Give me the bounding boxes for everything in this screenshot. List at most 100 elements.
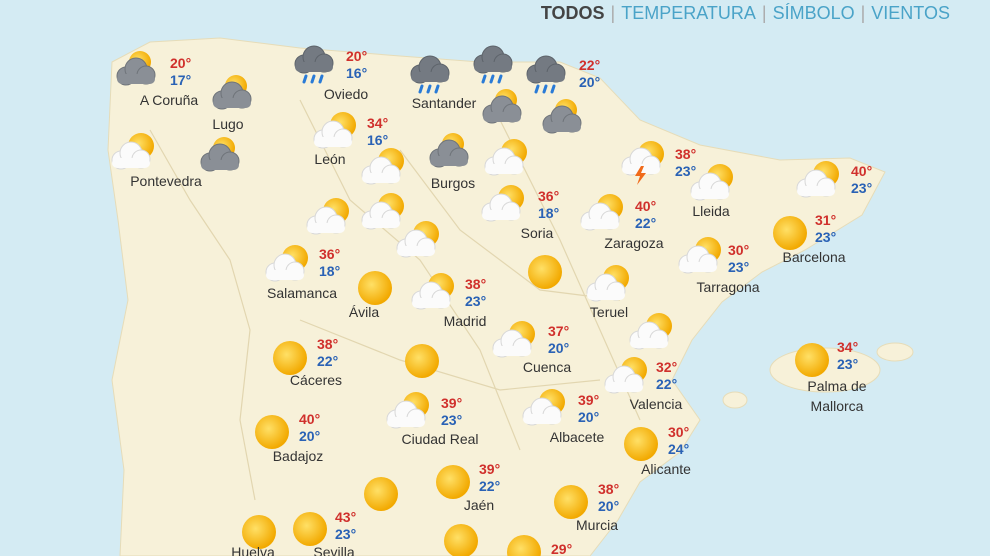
icon-part	[397, 246, 435, 256]
city-name: Valencia	[629, 396, 683, 412]
city-name: Burgos	[430, 175, 476, 191]
icon-part	[493, 346, 531, 356]
icon-part	[307, 223, 345, 233]
icon-part	[302, 74, 308, 84]
icon-part	[201, 160, 239, 170]
max-temperature: 20°	[346, 48, 368, 64]
tab-separator: |	[860, 3, 866, 23]
tab[interactable]: TODOS	[540, 3, 605, 23]
weather-icon	[795, 343, 829, 377]
icon-part	[273, 341, 307, 375]
city-name: Badajoz	[272, 448, 324, 464]
icon-part	[295, 62, 333, 72]
icon-part	[528, 255, 562, 289]
icon-part	[444, 524, 478, 556]
min-temperature: 18°	[319, 263, 341, 279]
icon-part	[534, 84, 540, 94]
max-temperature: 30°	[728, 242, 750, 258]
weather-icon	[580, 194, 623, 231]
min-temperature: 23°	[815, 229, 837, 245]
icon-part	[434, 84, 440, 94]
icon-part	[213, 98, 251, 108]
max-temperature: 38°	[317, 336, 339, 352]
weather-icon	[586, 265, 629, 302]
min-temperature: 23°	[728, 259, 750, 275]
min-temperature: 16°	[367, 132, 389, 148]
icon-part	[362, 173, 400, 183]
city-name: Ávila	[348, 304, 380, 320]
min-temperature: 20°	[548, 340, 570, 356]
weather-icon	[528, 255, 562, 289]
icon-part	[362, 218, 400, 228]
min-temperature: 22°	[479, 478, 501, 494]
icon-part	[523, 414, 561, 424]
icon-part	[483, 112, 521, 122]
weather-icons	[111, 45, 839, 556]
max-temperature: 38°	[465, 276, 487, 292]
weather-icon	[116, 51, 156, 86]
weather-icon	[313, 112, 356, 149]
icon-part	[411, 72, 449, 82]
min-temperature: 23°	[851, 180, 873, 196]
weather-icon	[364, 477, 398, 511]
city-name: Teruel	[589, 304, 629, 320]
city-name: Palma de Mallorca	[807, 378, 867, 414]
tab[interactable]: VIENTOS	[871, 3, 950, 23]
max-temperature: 39°	[578, 392, 600, 408]
max-temperature: 36°	[538, 188, 560, 204]
weather-icon	[507, 535, 541, 556]
icon-part	[581, 219, 619, 229]
city-name: Soria	[520, 225, 554, 241]
weather-icon	[294, 45, 334, 84]
max-temperature: 38°	[598, 481, 620, 497]
icon-part	[405, 344, 439, 378]
weather-icon	[492, 321, 535, 358]
min-temperature: 23°	[465, 293, 487, 309]
icon-part	[314, 137, 352, 147]
min-temperature: 22°	[656, 376, 678, 392]
icon-part	[482, 210, 520, 220]
tab[interactable]: TEMPERATURA	[621, 3, 756, 23]
city-name: Ciudad Real	[401, 431, 479, 447]
min-temperature: 17°	[170, 72, 192, 88]
icon-part	[630, 338, 668, 348]
icon-part	[412, 298, 450, 308]
weather-icon	[200, 137, 240, 172]
min-temperature: 24°	[668, 441, 690, 457]
weather-icon	[796, 161, 839, 198]
weather-icon	[361, 148, 404, 185]
tab[interactable]: SÍMBOLO	[772, 3, 855, 23]
city-name: Barcelona	[782, 249, 846, 265]
icon-part	[474, 62, 512, 72]
min-temperature: 22°	[635, 215, 657, 231]
city-name: Murcia	[575, 517, 619, 533]
max-temperature: 43°	[335, 509, 357, 525]
icon-part	[310, 74, 316, 84]
icon-part	[543, 122, 581, 132]
max-temperature: 39°	[441, 395, 463, 411]
city-name: Pontevedra	[130, 173, 202, 189]
city-name: Zaragoza	[604, 235, 664, 251]
city-name: Sevilla	[313, 544, 355, 556]
icon-part	[481, 74, 487, 84]
weather-icon	[522, 389, 565, 426]
weather-icon	[542, 99, 582, 134]
icon-part	[554, 485, 588, 519]
weather-icon	[481, 185, 524, 222]
weather-icon	[293, 512, 327, 546]
weather-icon	[255, 415, 289, 449]
city-name: Salamanca	[266, 285, 338, 301]
city-name: Tarragona	[696, 279, 760, 295]
weather-icon	[411, 273, 454, 310]
icon-part	[542, 84, 548, 94]
min-temperature: 20°	[598, 498, 620, 514]
min-temperature: 23°	[441, 412, 463, 428]
icon-part	[797, 186, 835, 196]
min-temperature: 18°	[538, 205, 560, 221]
city-name: Oviedo	[323, 86, 369, 102]
max-temperature: 22°	[579, 57, 601, 73]
weather-icon	[358, 271, 392, 305]
weather-icon	[111, 133, 154, 170]
min-temperature: 20°	[579, 74, 601, 90]
city-name: León	[314, 151, 346, 167]
